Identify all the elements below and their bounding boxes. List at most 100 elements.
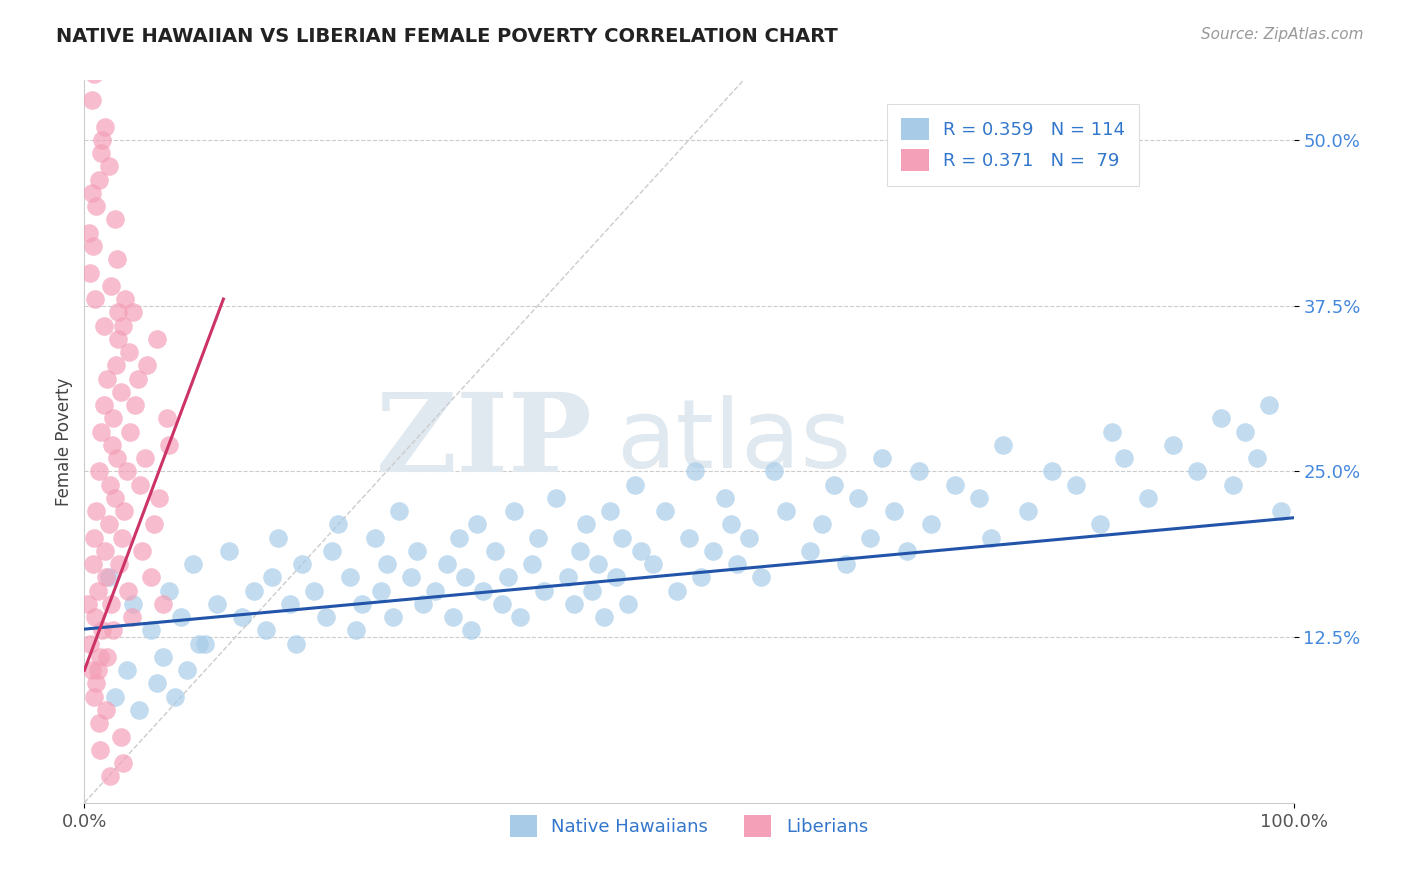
- Point: [678, 531, 700, 545]
- Text: NATIVE HAWAIIAN VS LIBERIAN FEMALE POVERTY CORRELATION CHART: NATIVE HAWAIIAN VS LIBERIAN FEMALE POVER…: [56, 27, 838, 45]
- Point: [569, 544, 592, 558]
- Point: [509, 610, 531, 624]
- Point: [94, 570, 117, 584]
- Point: [87, 464, 110, 478]
- Point: [1040, 464, 1063, 478]
- Point: [146, 676, 169, 690]
- Point: [835, 557, 858, 571]
- Point: [346, 624, 368, 638]
- Point: [104, 359, 127, 373]
- Point: [110, 730, 132, 744]
- Point: [105, 451, 128, 466]
- Point: [218, 544, 240, 558]
- Point: [121, 610, 143, 624]
- Point: [118, 345, 141, 359]
- Point: [690, 570, 713, 584]
- Point: [152, 597, 174, 611]
- Point: [623, 477, 645, 491]
- Point: [96, 650, 118, 665]
- Point: [315, 610, 337, 624]
- Point: [79, 637, 101, 651]
- Point: [242, 583, 264, 598]
- Point: [83, 531, 105, 545]
- Point: [1270, 504, 1292, 518]
- Point: [129, 477, 152, 491]
- Point: [441, 610, 464, 624]
- Point: [1017, 504, 1039, 518]
- Point: [80, 93, 103, 107]
- Point: [104, 212, 127, 227]
- Point: [84, 610, 107, 624]
- Point: [823, 477, 845, 491]
- Point: [993, 438, 1015, 452]
- Point: [148, 491, 170, 505]
- Point: [90, 425, 112, 439]
- Point: [381, 610, 404, 624]
- Point: [128, 703, 150, 717]
- Point: [665, 583, 688, 598]
- Point: [120, 425, 142, 439]
- Point: [496, 570, 519, 584]
- Point: [80, 186, 103, 200]
- Point: [84, 292, 107, 306]
- Point: [967, 491, 990, 505]
- Point: [544, 491, 567, 505]
- Point: [423, 583, 446, 598]
- Point: [97, 517, 120, 532]
- Point: [194, 637, 217, 651]
- Point: [328, 517, 350, 532]
- Point: [98, 477, 121, 491]
- Point: [94, 703, 117, 717]
- Point: [207, 597, 229, 611]
- Point: [91, 624, 114, 638]
- Y-axis label: Female Poverty: Female Poverty: [55, 377, 73, 506]
- Point: [152, 650, 174, 665]
- Point: [399, 570, 422, 584]
- Point: [799, 544, 821, 558]
- Point: [1222, 477, 1244, 491]
- Point: [231, 610, 253, 624]
- Point: [588, 557, 610, 571]
- Point: [502, 504, 524, 518]
- Legend: Native Hawaiians, Liberians: Native Hawaiians, Liberians: [502, 808, 876, 845]
- Point: [112, 756, 135, 770]
- Point: [859, 531, 882, 545]
- Point: [617, 597, 640, 611]
- Point: [107, 332, 129, 346]
- Point: [883, 504, 905, 518]
- Point: [117, 583, 139, 598]
- Point: [80, 663, 103, 677]
- Point: [581, 583, 603, 598]
- Point: [291, 557, 314, 571]
- Point: [139, 570, 162, 584]
- Point: [388, 504, 411, 518]
- Point: [460, 624, 482, 638]
- Point: [920, 517, 942, 532]
- Point: [146, 332, 169, 346]
- Point: [533, 583, 555, 598]
- Point: [467, 517, 489, 532]
- Point: [449, 531, 471, 545]
- Point: [352, 597, 374, 611]
- Point: [260, 570, 283, 584]
- Point: [738, 531, 761, 545]
- Point: [155, 411, 177, 425]
- Point: [714, 491, 737, 505]
- Point: [83, 690, 105, 704]
- Point: [1088, 517, 1111, 532]
- Point: [111, 531, 134, 545]
- Point: [87, 716, 110, 731]
- Point: [1258, 398, 1281, 412]
- Point: [1246, 451, 1268, 466]
- Point: [775, 504, 797, 518]
- Point: [110, 384, 132, 399]
- Point: [121, 597, 143, 611]
- Point: [124, 398, 146, 412]
- Point: [811, 517, 834, 532]
- Point: [1185, 464, 1208, 478]
- Point: [472, 583, 495, 598]
- Point: [720, 517, 742, 532]
- Point: [97, 570, 120, 584]
- Point: [77, 226, 100, 240]
- Point: [170, 610, 193, 624]
